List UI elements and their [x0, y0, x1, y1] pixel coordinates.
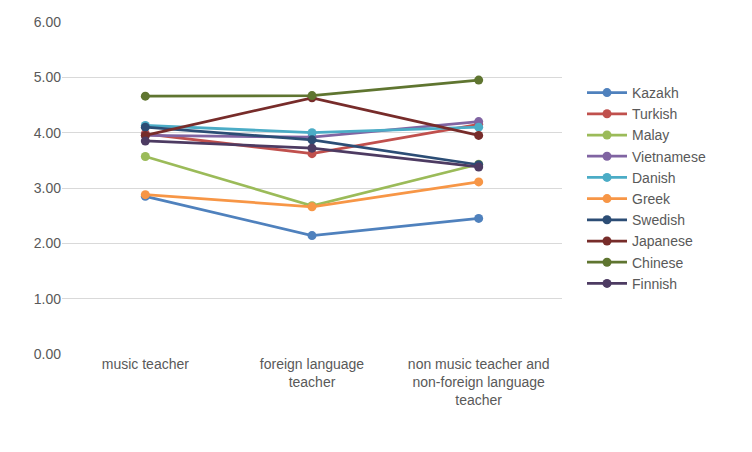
- svg-text:Vietnamese: Vietnamese: [632, 149, 706, 165]
- svg-text:1.00: 1.00: [34, 291, 61, 307]
- svg-text:Finnish: Finnish: [632, 276, 677, 292]
- svg-text:Chinese: Chinese: [632, 255, 684, 271]
- svg-text:3.00: 3.00: [34, 180, 61, 196]
- svg-text:2.00: 2.00: [34, 235, 61, 251]
- svg-text:5.00: 5.00: [34, 69, 61, 85]
- svg-text:music teacher: music teacher: [102, 356, 189, 372]
- svg-text:Japanese: Japanese: [632, 233, 693, 249]
- svg-text:Swedish: Swedish: [632, 212, 685, 228]
- svg-text:non music teacher andnon-forei: non music teacher andnon-foreign languag…: [408, 356, 550, 408]
- svg-text:6.00: 6.00: [34, 14, 61, 30]
- svg-text:0.00: 0.00: [34, 346, 61, 362]
- svg-text:Kazakh: Kazakh: [632, 85, 679, 101]
- svg-text:4.00: 4.00: [34, 125, 61, 141]
- svg-text:Turkish: Turkish: [632, 106, 677, 122]
- svg-text:Malay: Malay: [632, 127, 669, 143]
- svg-text:foreign languageteacher: foreign languageteacher: [260, 356, 365, 390]
- svg-text:Danish: Danish: [632, 170, 676, 186]
- svg-text:Greek: Greek: [632, 191, 671, 207]
